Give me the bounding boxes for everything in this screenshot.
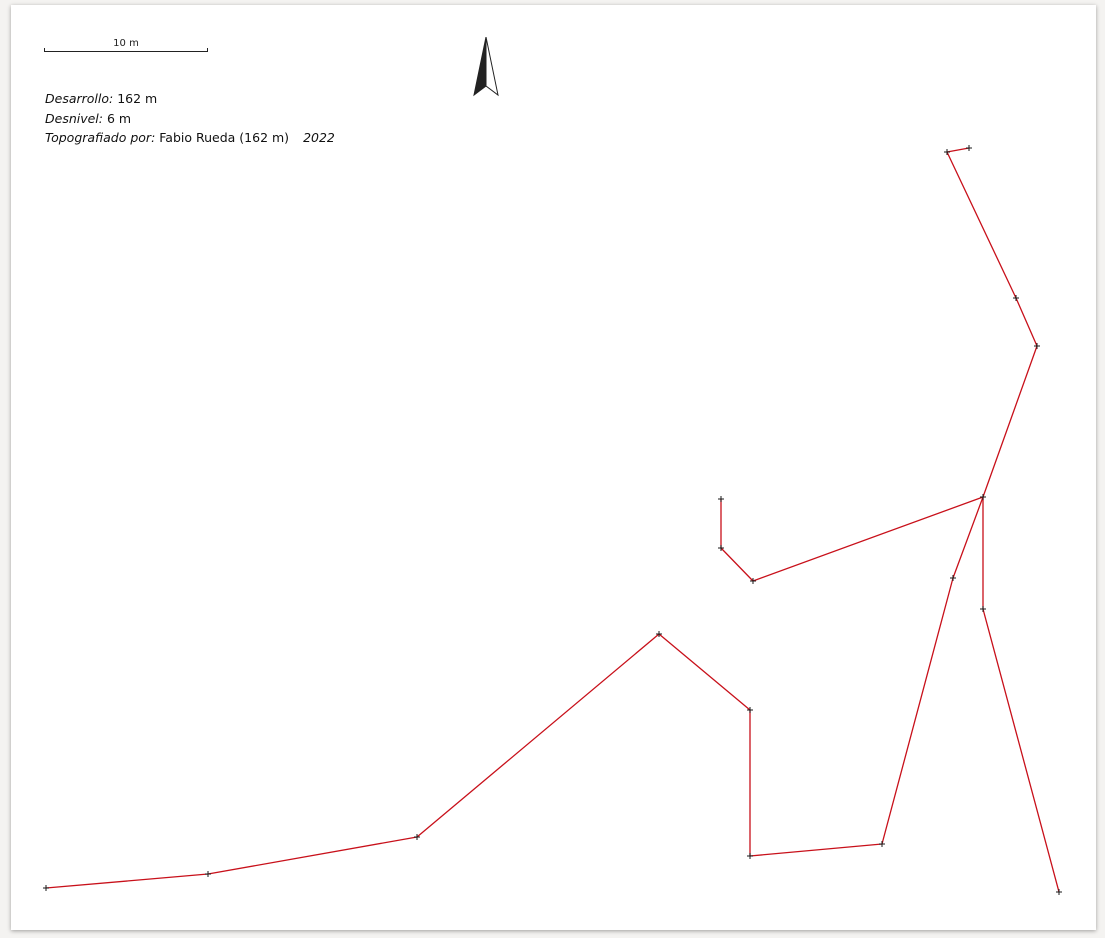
surveyed-key: Topografiado por: [45,130,156,145]
survey-station [1056,889,1062,895]
survey-station [656,631,662,637]
survey-station [944,149,950,155]
depth-key: Desnivel: [45,110,103,126]
survey-station [1034,343,1040,349]
length-row: Desarrollo: 162 m [45,89,335,109]
survey-station [747,707,753,713]
scale-bar-tick-right [207,48,208,51]
survey-station [966,145,972,151]
length-key: Desarrollo: [45,91,114,106]
scale-bar-tick-left [44,48,45,51]
survey-leg-2 [720,496,984,582]
map-sheet: 10 m Desarrollo: 162 m Desnivel: 6 m Top… [11,5,1096,930]
surveyed-row: Topografiado por: Fabio Rueda (162 m) 20… [45,128,335,148]
depth-value: 6 m [106,110,132,126]
surveyed-value: Fabio Rueda (162 m) [159,130,290,145]
survey-station [205,871,211,877]
scale-bar-line [44,51,208,52]
survey-station [43,885,49,891]
survey-station [747,853,753,859]
scale-bar-label: 10 m [113,38,139,49]
survey-leg-3 [982,497,1060,893]
survey-station [980,494,986,500]
length-value: 162 m [117,91,158,106]
survey-plan [43,145,1062,895]
survey-station [980,606,986,612]
north-arrow-icon [473,37,499,97]
survey-station [879,841,885,847]
survey-station [718,496,724,502]
survey-leg-1 [45,147,1038,889]
scale-bar: 10 m [44,38,208,54]
survey-station [414,834,420,840]
depth-row: Desnivel: 6 m [45,109,335,129]
survey-station [718,545,724,551]
survey-info: Desarrollo: 162 m Desnivel: 6 m Topograf… [45,89,335,148]
survey-year: 2022 [303,130,335,145]
survey-station [1013,295,1019,301]
survey-station [950,575,956,581]
survey-station [750,578,756,584]
north-arrow-light-half [485,37,499,97]
